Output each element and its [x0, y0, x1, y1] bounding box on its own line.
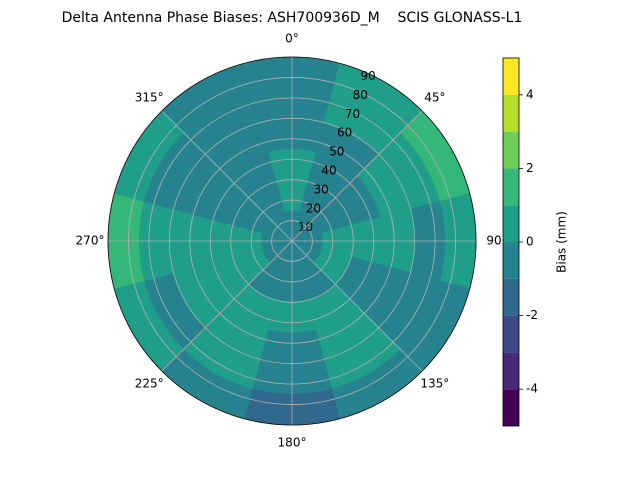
theta-tick-label: 270°: [76, 234, 105, 248]
colorbar-tick-label: -2: [526, 308, 538, 322]
colorbar-segment: [503, 58, 519, 95]
angular-grid-line: [161, 110, 293, 242]
colorbar-segment: [503, 278, 519, 316]
colorbar-tick-label: 0: [526, 235, 534, 249]
colorbar-segment: [503, 131, 519, 169]
theta-tick-label: 0°: [285, 32, 299, 46]
theta-tick-label: 45°: [424, 91, 445, 105]
colorbar-tick-label: 4: [526, 87, 534, 101]
colorbar-segment: [503, 315, 519, 353]
colorbar-segment: [503, 94, 519, 132]
theta-tick-label: 180°: [278, 436, 307, 450]
r-tick-label: 90: [360, 69, 375, 83]
chart-title: Delta Antenna Phase Biases: ASH700936D_M…: [62, 10, 523, 26]
theta-tick-label: 135°: [420, 376, 449, 390]
r-tick-label: 60: [337, 126, 352, 140]
r-tick-label: 40: [321, 163, 336, 177]
colorbar-tick-label: -4: [526, 382, 538, 396]
angular-grid-line: [291, 110, 423, 242]
theta-tick-label: 225°: [135, 376, 164, 390]
colorbar-segment: [503, 352, 519, 390]
r-tick-label: 20: [306, 201, 321, 215]
r-tick-label: 30: [314, 182, 329, 196]
angular-grid-line: [161, 240, 293, 372]
colorbar-segment: [503, 242, 519, 279]
colorbar-segment: [503, 389, 519, 426]
colorbar-label: Bias (mm): [555, 211, 569, 273]
polar-frame: [107, 56, 477, 426]
r-tick-label: 70: [345, 107, 360, 121]
r-tick-label: 50: [329, 145, 344, 159]
theta-tick-label: 90: [486, 234, 501, 248]
colorbar-segment: [503, 205, 519, 242]
r-tick-label: 80: [353, 88, 368, 102]
colorbar-segment: [503, 168, 519, 206]
colorbar-tick-label: 2: [526, 161, 534, 175]
angular-grid-line: [291, 240, 423, 372]
theta-tick-label: 315°: [135, 91, 164, 105]
